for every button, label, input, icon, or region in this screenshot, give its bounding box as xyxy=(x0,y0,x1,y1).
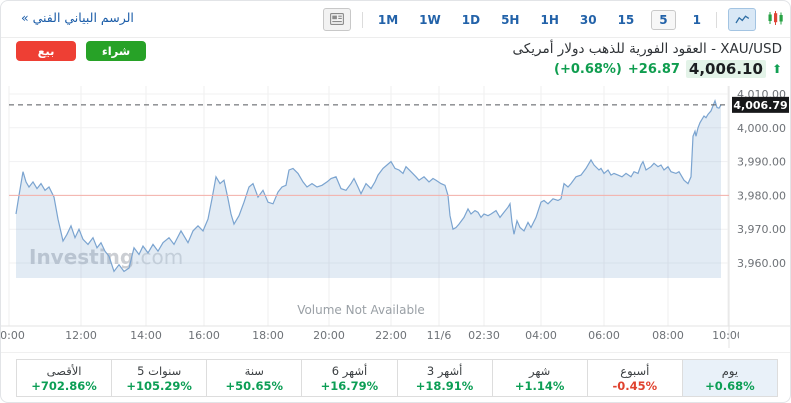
timeframe-15[interactable]: 15 xyxy=(617,12,635,27)
y-axis-label: 3,970.00 xyxy=(737,223,786,236)
timeframe-30[interactable]: 30 xyxy=(579,12,597,27)
performance-cell[interactable]: 3 أشهر +18.91% xyxy=(398,360,493,396)
line-chart-type-icon xyxy=(734,10,750,29)
performance-cell[interactable]: 5 سنوات +105.29% xyxy=(112,360,208,396)
technical-chart-link[interactable]: الرسم البياني الفني » xyxy=(21,10,134,25)
price-up-arrow-icon: ⬆ xyxy=(771,62,782,76)
volume-note: Volume Not Available xyxy=(297,303,425,317)
performance-value: +105.29% xyxy=(126,378,192,393)
candlestick-type-icon xyxy=(767,10,784,30)
toolbar-controls: 1M 1W 1D 5H 1H 30 15 5 1 xyxy=(322,8,784,31)
toolbar: الرسم البياني الفني » 1M 1W 1D 5H 1H 30 15 5 1 xyxy=(1,1,790,38)
y-axis-label: 3,980.00 xyxy=(737,189,786,202)
performance-period-label: سنة xyxy=(244,363,264,378)
performance-cell[interactable]: سنة +50.65% xyxy=(207,360,303,396)
performance-value: -0.45% xyxy=(612,378,658,393)
price-change: +26.87 xyxy=(627,61,680,77)
performance-cell[interactable]: الأقصى +702.86% xyxy=(17,360,113,396)
timeframe-1d[interactable]: 1D xyxy=(461,12,481,27)
x-axis-label: 20:00 xyxy=(313,329,345,342)
performance-value: +702.86% xyxy=(31,378,97,393)
timeframe-1w[interactable]: 1W xyxy=(419,12,441,27)
timeframe-1h[interactable]: 1H xyxy=(540,12,559,27)
y-axis-label: 4,000.00 xyxy=(737,122,786,135)
toolbar-divider xyxy=(361,11,363,28)
candlestick-type-button[interactable] xyxy=(767,10,784,30)
news-panel-icon xyxy=(329,10,344,29)
buy-button[interactable]: شراء xyxy=(86,41,146,61)
performance-period-label: الأقصى xyxy=(46,363,82,378)
news-panel-button[interactable] xyxy=(322,8,351,31)
trade-buttons: بيع شراء xyxy=(16,41,146,61)
performance-value: +18.91% xyxy=(415,378,474,393)
x-axis-label: 02:30 xyxy=(468,329,500,342)
performance-bar: الأقصى +702.86% 5 سنوات +105.29% سنة +50.65% 6… xyxy=(16,359,778,397)
performance-period-label: 6 أشهر xyxy=(331,363,368,378)
x-axis-label: 14:00 xyxy=(130,329,162,342)
performance-cell[interactable]: يوم +0.68% xyxy=(682,360,777,396)
y-axis-label: 3,960.00 xyxy=(737,257,786,270)
current-price-badge-label: 4,006.79 xyxy=(733,99,787,112)
x-axis-label: 10:00 xyxy=(712,329,744,342)
x-axis-label: 04:00 xyxy=(525,329,557,342)
price-change-percent: (+0.68%) xyxy=(554,61,622,77)
line-chart-type-button[interactable] xyxy=(728,8,756,31)
price-row: ⬆ 4,006.10 +26.87 (+0.68%) xyxy=(513,60,782,78)
performance-value: +0.68% xyxy=(705,378,755,393)
toolbar-divider xyxy=(716,11,717,28)
instrument-title: XAU/USD - العقود الفورية للذهب دولار أمر… xyxy=(512,41,782,57)
performance-period-label: 5 سنوات xyxy=(137,363,182,378)
performance-cell[interactable]: شهر +1.14% xyxy=(493,360,588,396)
x-axis-label: 11/6 xyxy=(427,329,452,342)
sell-button[interactable]: بيع xyxy=(16,41,76,61)
x-axis-label: 06:00 xyxy=(588,329,620,342)
last-price: 4,006.10 xyxy=(685,60,766,78)
x-axis-label: 12:00 xyxy=(65,329,97,342)
watermark: Investing.com xyxy=(29,245,183,269)
timeframe-1m[interactable]: 1M xyxy=(377,12,399,27)
performance-cell[interactable]: أسبوع -0.45% xyxy=(588,360,683,396)
performance-value: +16.79% xyxy=(320,378,379,393)
performance-value: +1.14% xyxy=(514,378,565,393)
performance-period-label: يوم xyxy=(721,363,739,378)
performance-cell[interactable]: 6 أشهر +16.79% xyxy=(302,360,398,396)
x-axis-label: 16:00 xyxy=(188,329,220,342)
price-line xyxy=(15,98,722,273)
timeframe-5h[interactable]: 5H xyxy=(501,12,520,27)
performance-period-label: أسبوع xyxy=(620,363,650,378)
x-axis-label: 10:00 xyxy=(1,329,25,342)
section-divider xyxy=(1,352,790,353)
performance-period-label: شهر xyxy=(529,363,551,378)
price-chart[interactable]: 4,010.004,000.003,990.003,980.003,970.00… xyxy=(1,86,791,349)
timeframe-group: 1M 1W 1D 5H 1H 30 15 5 1 xyxy=(374,9,705,30)
performance-value: +50.65% xyxy=(225,378,284,393)
timeframe-5[interactable]: 5 xyxy=(651,9,676,30)
current-price-badge xyxy=(732,96,789,113)
y-axis-label: 3,990.00 xyxy=(737,156,786,169)
x-axis-label: 18:00 xyxy=(252,329,284,342)
x-axis-label: 08:00 xyxy=(652,329,684,342)
x-axis-label: 22:00 xyxy=(375,329,407,342)
performance-period-label: 3 أشهر xyxy=(426,363,463,378)
instrument-header: XAU/USD - العقود الفورية للذهب دولار أمر… xyxy=(513,41,782,78)
timeframe-1[interactable]: 1 xyxy=(692,12,701,27)
